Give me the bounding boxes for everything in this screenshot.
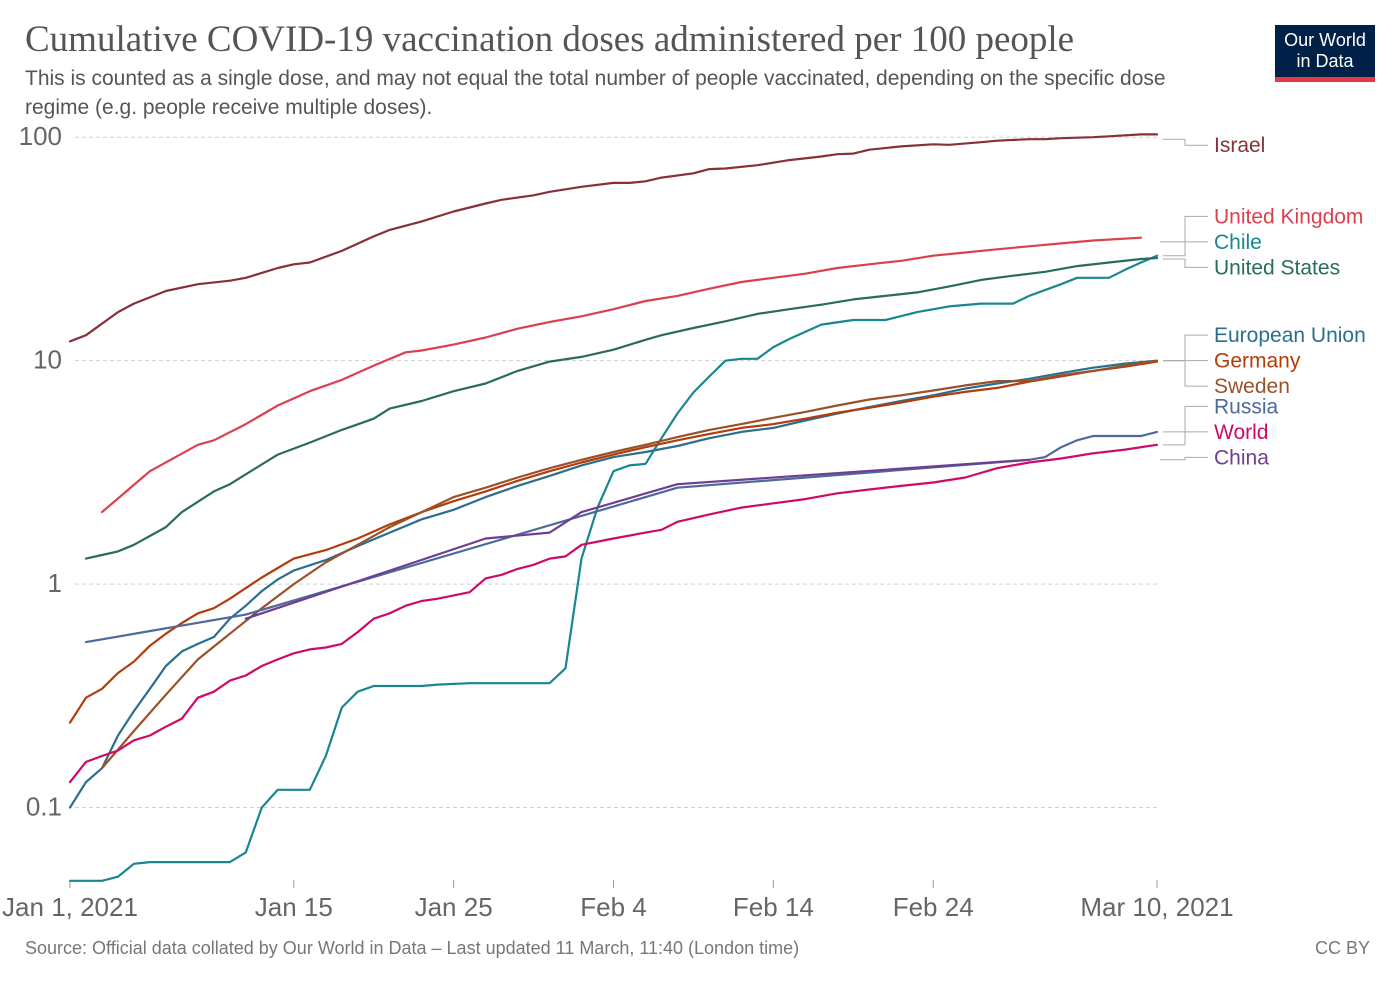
series-line <box>68 254 1159 882</box>
license-link[interactable]: CC BY <box>1314 938 1370 958</box>
label-connector <box>1163 258 1208 268</box>
y-tick-label: 100 <box>19 121 62 151</box>
series-line <box>244 458 1031 620</box>
series-line <box>84 430 1159 644</box>
label-connector <box>1163 138 1208 146</box>
x-tick-label: Feb 14 <box>733 892 814 922</box>
label-connector <box>1163 241 1208 257</box>
series-line <box>100 359 1159 770</box>
series-line <box>68 133 1159 343</box>
x-tick-label: Feb 4 <box>580 892 647 922</box>
series-line <box>100 236 1143 514</box>
label-connector <box>1163 431 1208 446</box>
series-line <box>68 443 1159 784</box>
owid-logo[interactable]: Our World in Data <box>1275 25 1375 82</box>
series-label: Chile <box>1214 231 1262 254</box>
y-tick-label: 1 <box>48 568 62 598</box>
x-tick-label: Jan 15 <box>255 892 333 922</box>
series-line <box>68 360 1159 724</box>
chart-title: Cumulative COVID-19 vaccination doses ad… <box>25 19 1075 60</box>
series-label: World <box>1214 421 1268 444</box>
label-connector <box>1160 215 1208 243</box>
source-note: Source: Official data collated by Our Wo… <box>25 938 800 958</box>
series-label: Israel <box>1214 134 1265 157</box>
series-label: United States <box>1214 256 1340 279</box>
series-label: European Union <box>1214 324 1366 347</box>
x-tick-label: Mar 10, 2021 <box>1080 892 1233 922</box>
series-line <box>84 256 1159 560</box>
series-label: Sweden <box>1214 375 1290 398</box>
logo-line-1: Our World <box>1284 30 1366 50</box>
y-tick-label: 0.1 <box>26 792 62 822</box>
series-label: Germany <box>1214 350 1301 373</box>
logo-line-2: in Data <box>1296 51 1354 71</box>
x-tick-label: Feb 24 <box>893 892 974 922</box>
chart-subtitle: This is counted as a single dose, and ma… <box>25 67 1166 119</box>
series-label: United Kingdom <box>1214 205 1363 228</box>
label-connector <box>1160 456 1208 461</box>
series-label: China <box>1214 446 1269 469</box>
series-label: Russia <box>1214 395 1279 418</box>
series-line <box>68 359 1159 809</box>
label-connector <box>1163 405 1208 433</box>
label-connector <box>1163 360 1208 387</box>
y-tick-label: 10 <box>33 345 62 375</box>
x-tick-label: Jan 1, 2021 <box>2 892 138 922</box>
x-tick-label: Jan 25 <box>415 892 493 922</box>
label-connector <box>1163 334 1208 362</box>
